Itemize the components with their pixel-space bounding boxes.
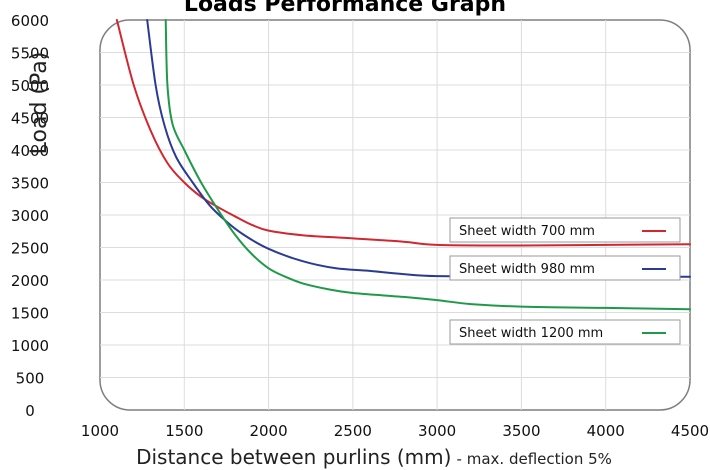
y-tick-label: 4500 xyxy=(11,110,49,128)
y-axis-ticks: 0 500 1000 1500 2000 2500 3000 3500 4000 4500 5000… xyxy=(11,12,49,420)
x-tick-label: 3000 xyxy=(418,422,456,440)
series-line xyxy=(164,19,691,311)
x-axis-ticks: 1000 1500 2000 2500 3000 3500 4000 4500 xyxy=(81,422,709,440)
x-tick-label: 1000 xyxy=(81,422,119,440)
x-tick-label: 2500 xyxy=(334,422,372,440)
y-tick-label: 1500 xyxy=(11,305,49,323)
x-axis-label-note: - max. deflection 5% xyxy=(457,450,612,468)
legend-item-label: Sheet width 980 mm xyxy=(459,262,595,277)
y-tick-label: 3500 xyxy=(11,175,49,193)
y-tick-label: 6000 xyxy=(11,12,49,30)
y-tick-label: 0 xyxy=(25,402,35,420)
y-tick-label: 3000 xyxy=(11,207,49,225)
y-tick-label: 2000 xyxy=(11,272,49,290)
legend-item-box xyxy=(449,217,681,243)
x-tick-label: 1500 xyxy=(165,422,203,440)
y-tick-label: 2500 xyxy=(11,240,49,258)
y-tick-label: 1000 xyxy=(11,337,49,355)
legend-item-box xyxy=(449,255,681,281)
y-tick-label: 5500 xyxy=(11,45,49,63)
y-axis-label: Load (Pa) xyxy=(27,52,52,155)
y-tick-label: 5000 xyxy=(11,77,49,95)
legend: Sheet width 700 mm Sheet width 980 mm Shee… xyxy=(449,217,681,345)
y-tick-label: 500 xyxy=(16,370,45,388)
x-tick-label: 2000 xyxy=(249,422,287,440)
legend-item-label: Sheet width 1200 mm xyxy=(459,326,603,341)
series-line xyxy=(115,19,691,247)
legend-item-label: Sheet width 700 mm xyxy=(459,224,595,239)
x-axis-label-group: Distance between purlins (mm) - max. def… xyxy=(136,445,612,469)
y-tick-label: 4000 xyxy=(11,142,49,160)
chart-title: Loads Performance Graph xyxy=(184,0,506,17)
x-tick-label: 4000 xyxy=(587,422,625,440)
legend-item-box xyxy=(449,319,681,345)
x-tick-label: 3500 xyxy=(502,422,540,440)
gridlines xyxy=(100,20,690,410)
x-axis-label: Distance between purlins (mm) xyxy=(136,445,451,469)
x-tick-label: 4500 xyxy=(671,422,709,440)
